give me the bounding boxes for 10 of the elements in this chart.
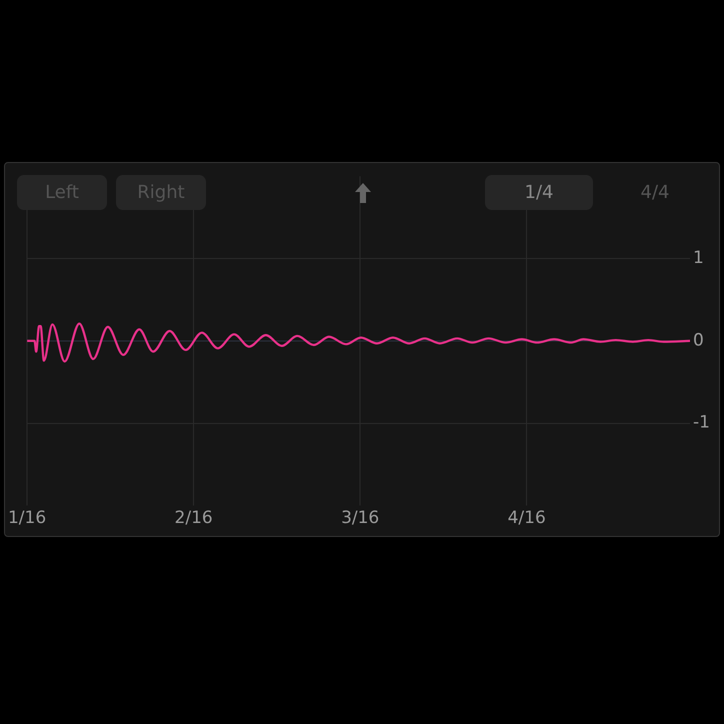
x-tick-label: 2/16	[174, 508, 213, 528]
x-tick-label: 1/16	[8, 508, 46, 528]
y-tick-label: -1	[693, 412, 710, 433]
line-series	[27, 322, 690, 363]
annotation: 4/4	[640, 181, 670, 205]
button: 1/4	[485, 175, 593, 210]
y-tick-label: 1	[693, 248, 704, 268]
x-tick-label: 4/16	[508, 508, 546, 528]
y-tick-label: 0	[693, 330, 704, 350]
x-tick-label: 3/16	[341, 508, 380, 528]
